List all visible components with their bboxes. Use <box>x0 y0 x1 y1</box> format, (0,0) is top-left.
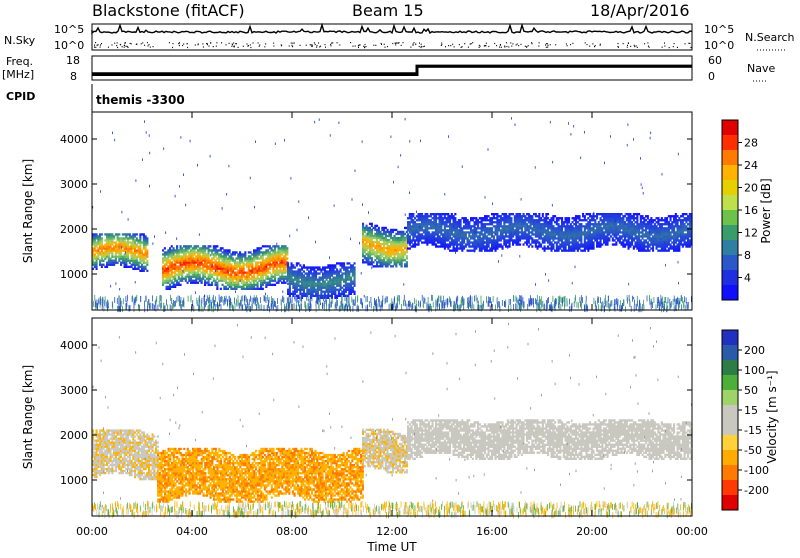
y-tick-label: 4000 <box>60 133 88 146</box>
x-tick-label: 16:00 <box>476 525 508 538</box>
velocity-data-layer <box>92 323 693 519</box>
nsky-tick-bottom: 10^0 <box>54 39 84 52</box>
power-colorbar: 28 24 20 16 12 8 4 <box>722 120 758 301</box>
nave-tick-top: 60 <box>708 54 722 67</box>
colorbar-tick-label: 200 <box>744 344 765 357</box>
colorbar-swatch <box>722 465 738 481</box>
nsky-trace <box>92 25 692 48</box>
x-tick-label: 12:00 <box>376 525 408 538</box>
colorbar-swatch <box>722 405 738 421</box>
colorbar-tick-label: -100 <box>744 464 769 477</box>
colorbar-swatch <box>722 420 738 436</box>
colorbar-swatch <box>722 330 738 346</box>
colorbar-swatch <box>722 150 738 166</box>
x-tick-label: 20:00 <box>576 525 608 538</box>
velocity-y-label: Slant Range [km] <box>21 365 35 469</box>
colorbar-swatch <box>722 375 738 391</box>
date-label: 18/Apr/2016 <box>590 1 690 20</box>
velocity-colorbar-label: Velocity [m s⁻¹] <box>765 370 779 463</box>
y-tick-label: 4000 <box>60 339 88 352</box>
colorbar-swatch <box>722 135 738 151</box>
y-tick-label: 3000 <box>60 384 88 397</box>
colorbar-tick-label: 4 <box>744 272 751 285</box>
colorbar-tick-label: 8 <box>744 249 751 262</box>
nsky-panel <box>92 24 692 50</box>
colorbar-swatch <box>722 240 738 256</box>
power-y-label: Slant Range [km] <box>21 159 35 263</box>
nsearch-label: N.Search <box>745 31 795 44</box>
x-tick-label: 00:00 <box>76 525 108 538</box>
x-tick-label: 08:00 <box>276 525 308 538</box>
colorbar-swatch <box>722 450 738 466</box>
colorbar-swatch <box>722 270 738 286</box>
colorbar-swatch <box>722 225 738 241</box>
colorbar-swatch <box>722 120 738 136</box>
cpid-label: CPID <box>6 90 35 103</box>
colorbar-tick-label: -15 <box>744 424 762 437</box>
nsearch-tick-bottom: 10^0 <box>704 39 734 52</box>
station-title: Blackstone (fitACF) <box>92 1 245 20</box>
colorbar-swatch <box>722 210 738 226</box>
beam-label: Beam 15 <box>352 1 424 20</box>
colorbar-swatch <box>722 180 738 196</box>
nsearch-tick-top: 10^5 <box>704 23 734 36</box>
colorbar-tick-label: 16 <box>744 204 758 217</box>
colorbar-swatch <box>722 255 738 271</box>
power-data-layer <box>92 117 693 312</box>
velocity-colorbar: 200 100 50 15 -15 -50 -100 -200 <box>722 330 769 511</box>
colorbar-swatch <box>722 435 738 451</box>
colorbar-tick-label: 28 <box>744 137 758 150</box>
colorbar-swatch <box>722 345 738 361</box>
colorbar-tick-label: 100 <box>744 364 765 377</box>
colorbar-swatch <box>722 495 738 511</box>
colorbar-swatch <box>722 390 738 406</box>
colorbar-swatch <box>722 165 738 181</box>
colorbar-swatch <box>722 285 738 301</box>
freq-panel <box>92 56 692 80</box>
colorbar-tick-label: -50 <box>744 444 762 457</box>
nave-tick-bottom: 0 <box>708 70 715 83</box>
y-tick-label: 2000 <box>60 223 88 236</box>
nsky-label: N.Sky <box>4 34 36 47</box>
colorbar-tick-label: 20 <box>744 182 758 195</box>
freq-tick-top: 18 <box>66 54 80 67</box>
nave-trace <box>92 67 692 73</box>
colorbar-tick-label: 50 <box>744 384 758 397</box>
y-tick-label: 1000 <box>60 474 88 487</box>
colorbar-tick-label: 15 <box>744 404 758 417</box>
y-tick-label: 1000 <box>60 268 88 281</box>
freq-unit: [MHz] <box>2 68 34 81</box>
x-tick-label: 04:00 <box>176 525 208 538</box>
x-axis-label: Time UT <box>366 540 417 554</box>
freq-label: Freq. <box>6 55 33 68</box>
nsky-tick-top: 10^5 <box>54 23 84 36</box>
cpid-value: themis -3300 <box>96 93 185 107</box>
colorbar-tick-label: -200 <box>744 484 769 497</box>
y-tick-label: 3000 <box>60 178 88 191</box>
colorbar-swatch <box>722 480 738 496</box>
nave-label: Nave <box>747 62 775 75</box>
x-tick-label: 00:00 <box>676 525 708 538</box>
colorbar-swatch <box>722 360 738 376</box>
freq-tick-bottom: 8 <box>70 70 77 83</box>
colorbar-tick-label: 12 <box>744 227 758 240</box>
colorbar-tick-label: 24 <box>744 159 758 172</box>
y-tick-label: 2000 <box>60 429 88 442</box>
power-colorbar-label: Power [dB] <box>759 178 773 243</box>
colorbar-swatch <box>722 195 738 211</box>
